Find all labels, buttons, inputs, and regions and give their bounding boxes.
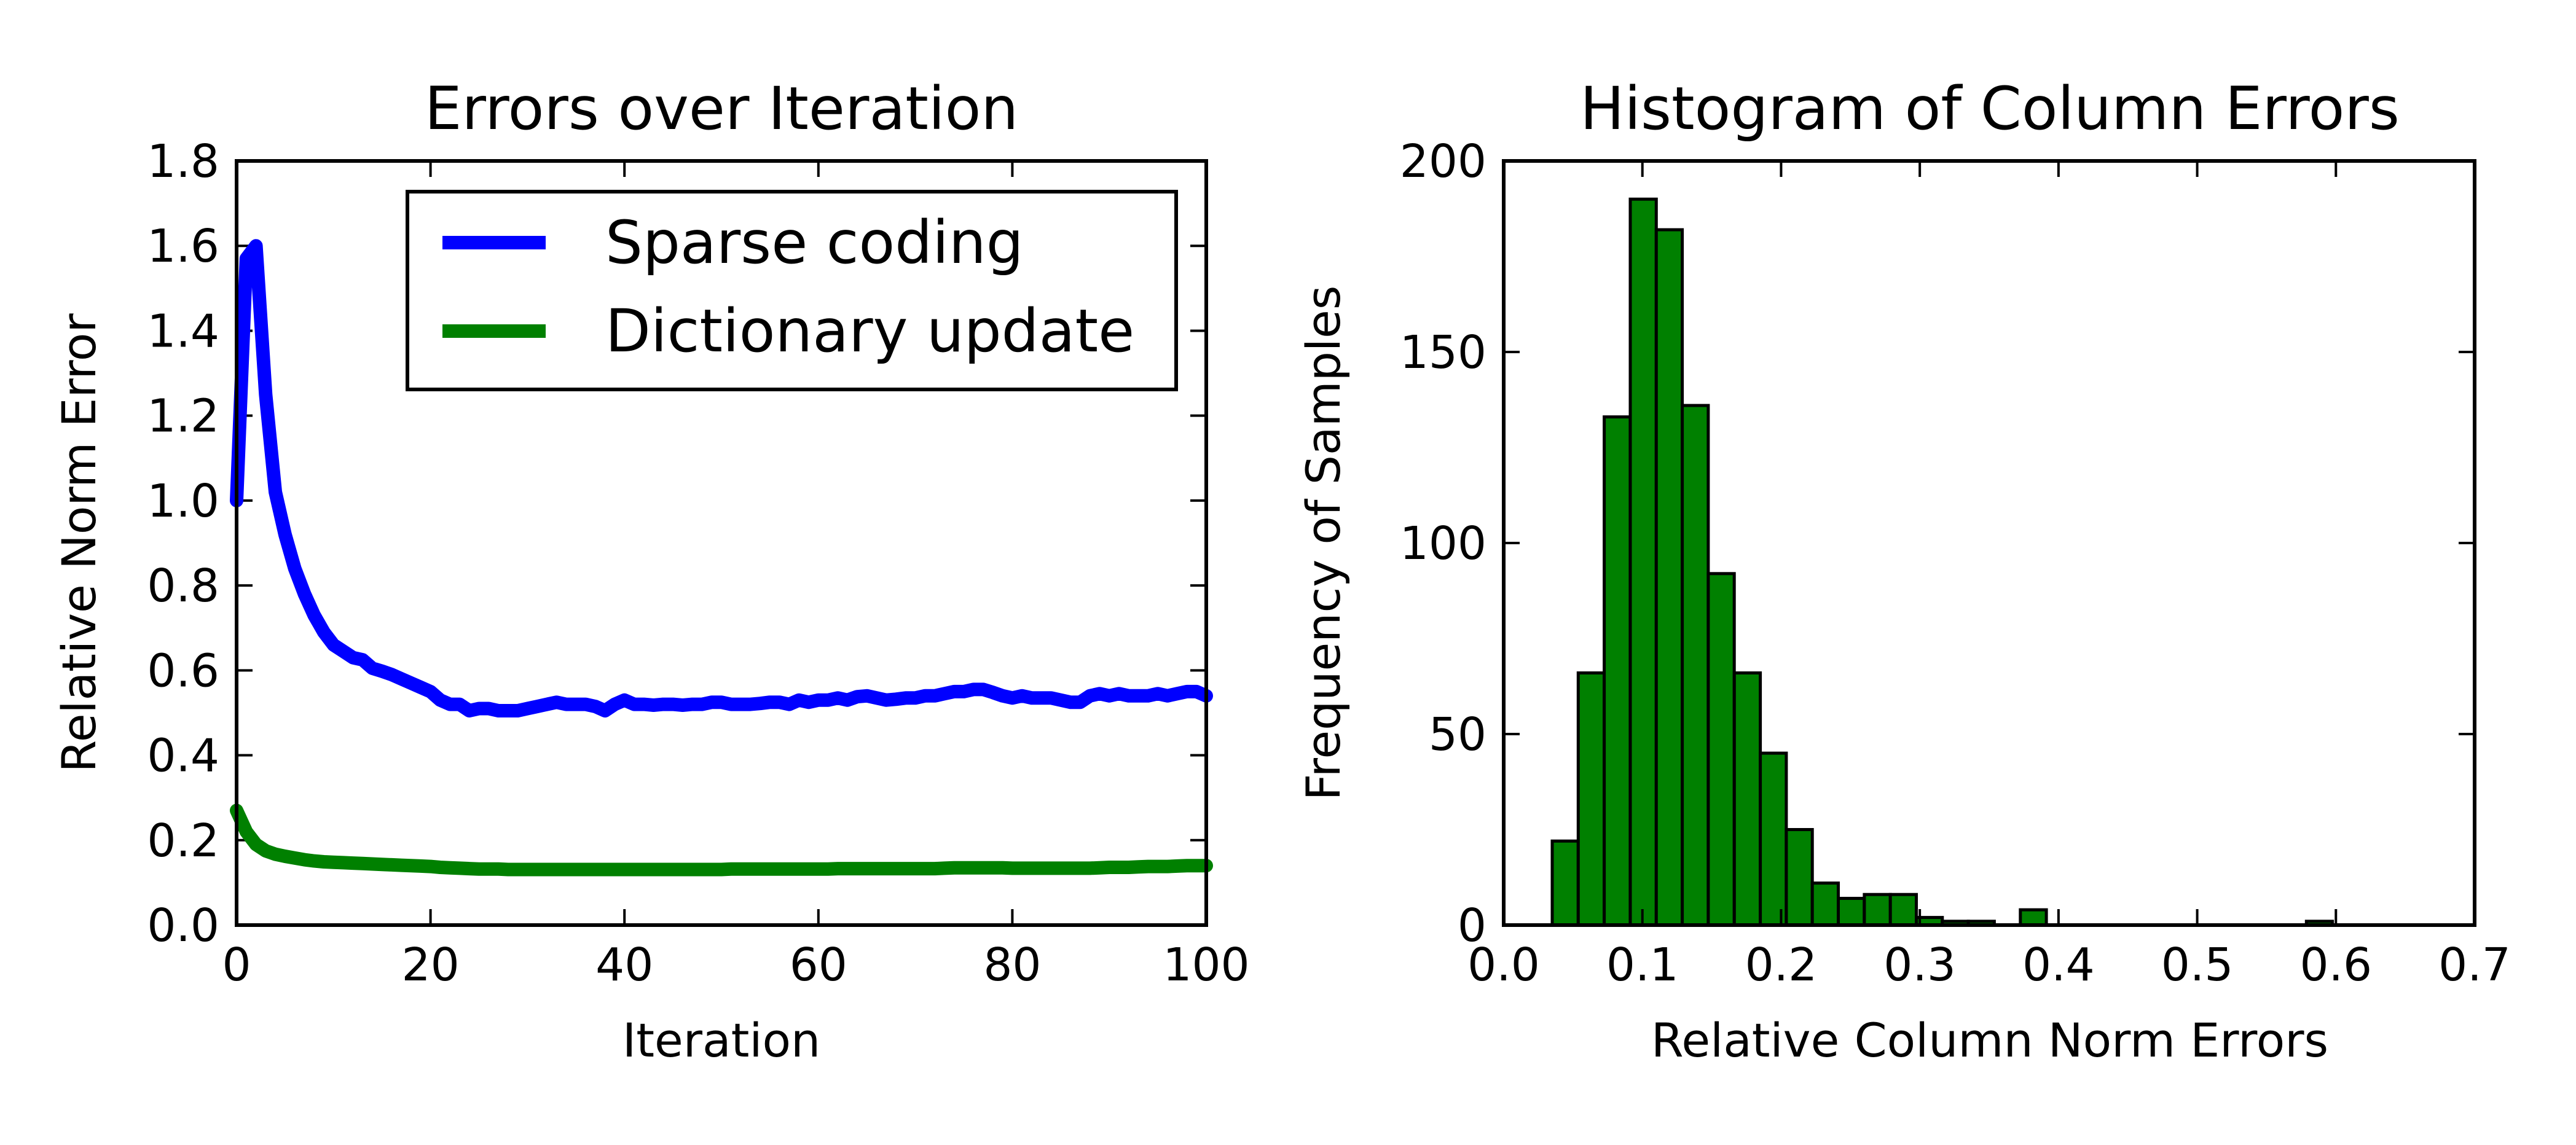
line-chart-x-ticks: 0 20 40 60 80 100 — [222, 161, 1250, 991]
y-tick-label: 1.0 — [147, 475, 219, 528]
histogram-bar — [1576, 671, 1606, 927]
y-tick-label: 0 — [1458, 899, 1486, 952]
y-tick-label: 0.0 — [147, 899, 219, 952]
x-tick-label: 0.0 — [1467, 939, 1540, 991]
histogram-bar — [1785, 828, 1814, 927]
y-tick-label: 0.6 — [147, 644, 219, 697]
y-tick-label: 200 — [1400, 135, 1486, 188]
histogram-bar — [1706, 572, 1736, 927]
x-tick-label: 0.6 — [2299, 939, 2372, 991]
x-tick-label: 100 — [1163, 939, 1249, 991]
legend-box — [406, 190, 1178, 391]
histogram-bar — [1810, 881, 1840, 927]
line-chart-series-group — [230, 239, 1213, 877]
histogram-bar — [1759, 751, 1788, 927]
x-tick-label: 0.7 — [2438, 939, 2511, 991]
y-tick-label: 150 — [1400, 326, 1486, 379]
histogram-title: Histogram of Column Errors — [1580, 74, 2400, 143]
legend-label-sparse-coding: Sparse coding — [605, 208, 1024, 277]
series-line-sparse-coding — [230, 239, 1213, 717]
y-tick-label: 50 — [1429, 708, 1486, 761]
y-tick-label: 100 — [1400, 517, 1486, 570]
histogram-x-axis-label: Relative Column Norm Errors — [1651, 1013, 2328, 1068]
x-tick-label: 40 — [595, 939, 653, 991]
x-tick-label: 0.5 — [2161, 939, 2234, 991]
line-chart-legend: Sparse coding Dictionary update — [406, 190, 1178, 391]
histogram-bar — [1550, 839, 1580, 927]
y-tick-label: 1.2 — [147, 390, 219, 443]
series-line-dictionary-update — [230, 803, 1213, 877]
y-tick-label: 0.8 — [147, 560, 219, 612]
histogram-y-axis-label: Frequency of Samples — [1296, 286, 1351, 801]
line-chart-title: Errors over Iteration — [425, 74, 1018, 143]
histogram-x-ticks: 0.0 0.1 0.2 0.3 0.4 0.5 0.6 0.7 — [1467, 161, 2511, 991]
line-chart-y-axis-label: Relative Norm Error — [52, 313, 106, 773]
histogram-plot-frame — [1502, 159, 2476, 927]
y-tick-label: 1.8 — [147, 135, 219, 188]
legend-label-dictionary-update: Dictionary update — [605, 297, 1134, 365]
histogram-bar — [2019, 908, 2048, 927]
x-tick-label: 80 — [983, 939, 1041, 991]
x-tick-label: 60 — [790, 939, 847, 991]
y-tick-label: 0.4 — [147, 730, 219, 783]
histogram-bar — [1654, 228, 1684, 927]
histogram-bar — [1603, 415, 1632, 927]
x-tick-label: 0.3 — [1883, 939, 1956, 991]
y-tick-label: 1.6 — [147, 220, 219, 273]
x-tick-label: 0.2 — [1745, 939, 1818, 991]
x-tick-label: 0.4 — [2022, 939, 2095, 991]
histogram-bar — [1732, 671, 1762, 927]
y-tick-label: 1.4 — [147, 305, 219, 358]
line-chart-plot-frame — [235, 159, 1208, 927]
histogram-y-ticks: 0 50 100 150 200 — [1400, 135, 2475, 952]
line-chart-x-axis-label: Iteration — [622, 1013, 820, 1068]
histogram-bar — [1888, 893, 1918, 927]
x-tick-label: 0 — [222, 939, 251, 991]
line-chart-y-ticks: 0.0 0.2 0.4 0.6 0.8 1.0 1.2 1.4 1.6 1.8 — [147, 135, 1206, 952]
histogram-bar — [1863, 893, 1892, 927]
y-tick-label: 0.2 — [147, 815, 219, 867]
line-chart: Errors over Iteration 0.0 0.2 0.4 0.6 0.8 1.0… — [52, 74, 1250, 1068]
x-tick-label: 0.1 — [1606, 939, 1679, 991]
histogram-chart: Histogram of Column Errors 050100150200 … — [1296, 74, 2511, 1068]
histogram-bar — [1837, 897, 1866, 927]
x-tick-label: 20 — [402, 939, 460, 991]
histogram-bar — [1628, 197, 1658, 927]
histogram-bar — [1681, 404, 1710, 927]
